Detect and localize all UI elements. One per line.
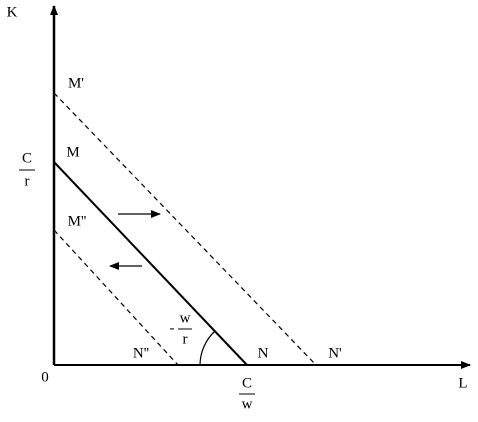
fraction-numerator: C (242, 375, 252, 391)
origin-label: 0 (41, 369, 49, 385)
point-label: M' (68, 75, 84, 91)
fraction-denominator: r (25, 173, 30, 189)
slope-angle-arc (199, 330, 216, 366)
x-axis-label: L (458, 375, 467, 391)
y-axis-label: K (7, 4, 18, 20)
fraction-numerator: w (180, 310, 191, 326)
point-label: N (258, 345, 269, 361)
fraction-numerator: C (22, 150, 32, 166)
point-label: M (66, 144, 79, 160)
slope-sign: - (170, 320, 175, 336)
fraction-denominator: r (183, 331, 188, 347)
fraction-denominator: w (242, 396, 253, 412)
point-label: N'' (133, 345, 150, 361)
isocost-low (53, 229, 179, 366)
point-label: M'' (68, 213, 87, 229)
point-label: N' (328, 345, 342, 361)
